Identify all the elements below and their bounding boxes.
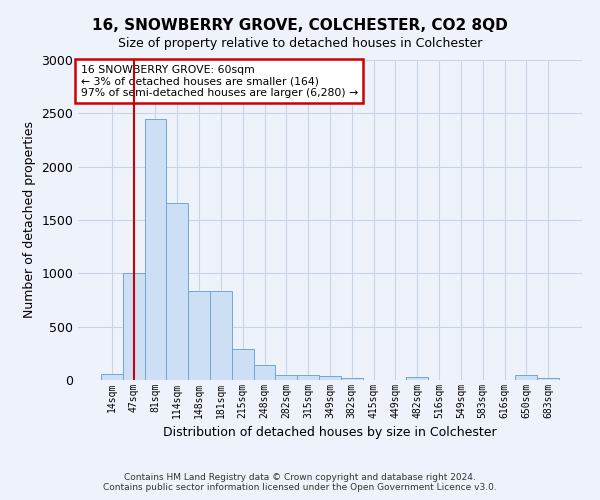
Bar <box>537 378 559 380</box>
Bar <box>275 374 297 380</box>
Text: Size of property relative to detached houses in Colchester: Size of property relative to detached ho… <box>118 38 482 51</box>
Bar <box>515 374 537 380</box>
Bar <box>232 349 254 380</box>
Bar <box>254 365 275 380</box>
Bar <box>341 378 363 380</box>
Bar <box>210 292 232 380</box>
X-axis label: Distribution of detached houses by size in Colchester: Distribution of detached houses by size … <box>163 426 497 440</box>
Bar <box>319 376 341 380</box>
Bar <box>166 203 188 380</box>
Bar <box>145 118 166 380</box>
Text: 16, SNOWBERRY GROVE, COLCHESTER, CO2 8QD: 16, SNOWBERRY GROVE, COLCHESTER, CO2 8QD <box>92 18 508 32</box>
Bar <box>406 377 428 380</box>
Bar <box>123 274 145 380</box>
Bar <box>188 292 210 380</box>
Text: 16 SNOWBERRY GROVE: 60sqm
← 3% of detached houses are smaller (164)
97% of semi-: 16 SNOWBERRY GROVE: 60sqm ← 3% of detach… <box>80 65 358 98</box>
Y-axis label: Number of detached properties: Number of detached properties <box>23 122 36 318</box>
Bar <box>297 374 319 380</box>
Bar <box>101 374 123 380</box>
Text: Contains HM Land Registry data © Crown copyright and database right 2024.
Contai: Contains HM Land Registry data © Crown c… <box>103 473 497 492</box>
